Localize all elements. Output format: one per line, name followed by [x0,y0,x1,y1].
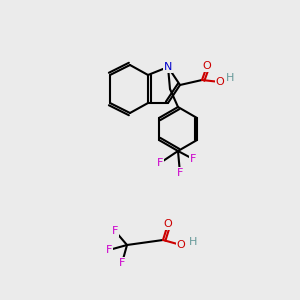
Text: F: F [106,245,112,255]
Text: O: O [216,77,224,87]
Text: O: O [164,219,172,229]
Text: F: F [190,154,196,164]
Text: H: H [189,237,197,247]
Text: N: N [164,62,172,72]
Text: F: F [177,168,183,178]
Text: O: O [202,61,211,71]
Text: H: H [226,73,234,83]
Text: F: F [112,226,118,236]
Text: O: O [177,240,185,250]
Text: F: F [157,158,163,168]
Text: F: F [119,258,125,268]
